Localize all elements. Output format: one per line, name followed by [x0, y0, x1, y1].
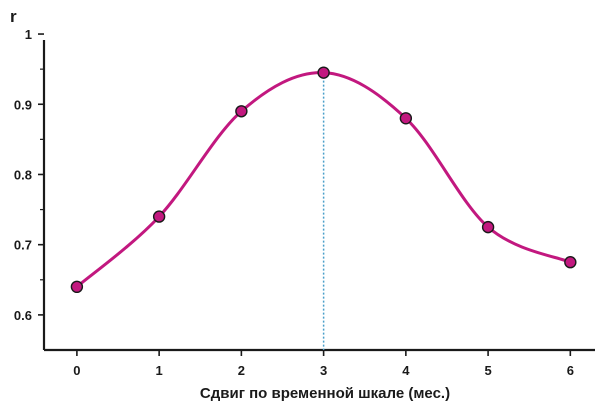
data-point: [235, 105, 248, 118]
data-point: [564, 256, 577, 269]
data-point: [152, 210, 166, 223]
y-tick-label: 1: [25, 27, 32, 42]
y-axis-label: r: [10, 7, 17, 26]
x-tick-label: 2: [238, 363, 245, 378]
x-tick-label: 0: [73, 363, 80, 378]
data-point: [399, 112, 413, 125]
x-tick-label: 3: [320, 363, 327, 378]
y-ticks: 0.6 0.7 0.8 0.9 1: [14, 27, 44, 323]
data-markers: [70, 66, 577, 294]
x-ticks: 0 1 2 3 4 5 6: [73, 350, 574, 378]
y-tick-label: 0.8: [14, 167, 32, 182]
y-tick-label: 0.7: [14, 238, 32, 253]
data-point: [317, 66, 330, 79]
y-tick-label: 0.9: [14, 97, 32, 112]
data-point: [481, 220, 495, 234]
data-point: [70, 280, 84, 294]
x-tick-label: 6: [567, 363, 574, 378]
y-tick-label: 0.6: [14, 308, 32, 323]
x-tick-label: 4: [402, 363, 410, 378]
axes: [42, 40, 595, 352]
x-axis-label: Сдвиг по временной шкале (мес.): [200, 385, 450, 402]
x-tick-label: 1: [156, 363, 163, 378]
x-tick-label: 5: [484, 363, 491, 378]
